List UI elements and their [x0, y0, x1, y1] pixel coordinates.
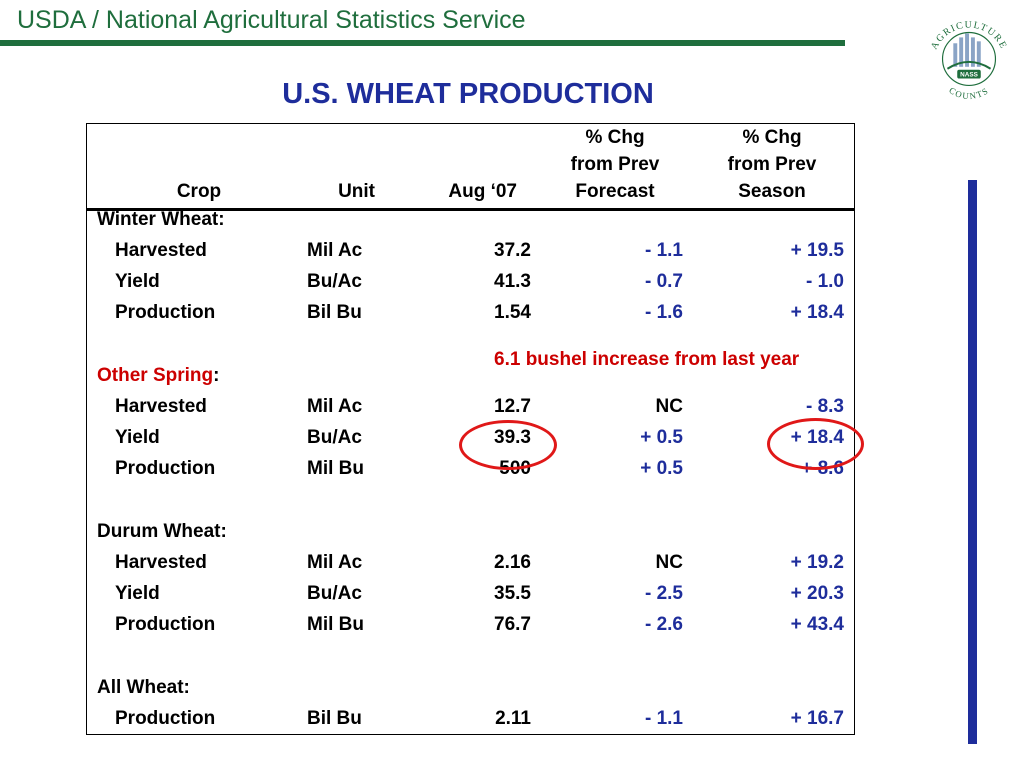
header-chg-forecast-line2: from Prev: [570, 154, 660, 175]
header-unit: Unit: [338, 181, 375, 202]
row-chg-season: + 20.3: [790, 583, 844, 604]
highlight-circle-season: [767, 418, 864, 470]
row-unit: Mil Bu: [307, 458, 364, 479]
header-chg-season-line2: from Prev: [727, 154, 817, 175]
row-chg-forecast: + 0.5: [640, 427, 683, 448]
row-unit: Mil Ac: [307, 396, 363, 417]
row-aug: 76.7: [494, 614, 531, 635]
row-aug: 2.16: [494, 552, 531, 573]
row-crop: Yield: [115, 427, 160, 448]
header-crop: Crop: [176, 181, 222, 202]
header-chg-season-line3: Season: [738, 181, 806, 202]
row-crop: Harvested: [115, 552, 207, 573]
row-chg-forecast: NC: [655, 552, 683, 573]
org-header: USDA / National Agricultural Statistics …: [17, 6, 526, 34]
logo-badge-text: NASS: [960, 72, 978, 79]
row-aug: 12.7: [494, 396, 531, 417]
row-chg-forecast: - 1.1: [644, 708, 683, 729]
header-rule: [0, 40, 845, 46]
section-label-other-spring-name: Other Spring: [97, 365, 214, 386]
row-crop: Yield: [115, 271, 160, 292]
row-unit: Bil Bu: [307, 708, 362, 729]
row-unit: Mil Bu: [307, 614, 364, 635]
wheat-production-table: Crop Unit Aug ‘07 % Chg from Prev Foreca…: [86, 123, 855, 735]
row-unit: Bu/Ac: [307, 427, 362, 448]
row-crop: Harvested: [115, 240, 207, 261]
nass-logo: AGRICULTURE NASS COUNTS: [929, 20, 1008, 101]
row-aug: 35.5: [494, 583, 531, 604]
section-label-other-spring: Other Spring:: [97, 365, 219, 387]
svg-text:COUNTS: COUNTS: [947, 85, 990, 101]
row-chg-season: + 16.7: [790, 708, 844, 729]
row-chg-forecast: - 0.7: [644, 271, 683, 292]
row-aug: 41.3: [494, 271, 531, 292]
row-unit: Bu/Ac: [307, 271, 362, 292]
row-chg-season: + 18.4: [790, 302, 844, 323]
row-aug: 37.2: [494, 240, 531, 261]
row-aug: 1.54: [494, 302, 531, 323]
row-unit: Bil Bu: [307, 302, 362, 323]
annotation-text: 6.1 bushel increase from last year: [494, 349, 800, 370]
row-crop: Production: [115, 302, 216, 323]
row-unit: Mil Ac: [307, 240, 363, 261]
row-unit: Mil Ac: [307, 552, 363, 573]
highlight-circle-yield: [459, 420, 557, 470]
row-crop: Harvested: [115, 396, 207, 417]
row-chg-forecast: - 1.6: [644, 302, 683, 323]
logo-bottom-text: COUNTS: [947, 85, 989, 101]
row-chg-season: + 43.4: [790, 614, 844, 635]
section-label-winter: Winter Wheat:: [97, 209, 225, 230]
header-chg-season: % Chg from Prev Season: [707, 124, 837, 205]
row-chg-forecast: - 2.5: [644, 583, 683, 604]
row-crop: Production: [115, 458, 216, 479]
row-aug: 2.11: [495, 708, 531, 729]
row-crop: Production: [115, 708, 216, 729]
row-chg-season: - 8.3: [805, 396, 844, 417]
section-label-all-wheat: All Wheat:: [97, 677, 190, 698]
row-chg-forecast: - 1.1: [644, 240, 683, 261]
row-crop: Yield: [115, 583, 160, 604]
header-chg-forecast-line1: % Chg: [585, 127, 645, 148]
section-label-durum: Durum Wheat:: [97, 521, 227, 542]
header-chg-forecast: % Chg from Prev Forecast: [550, 124, 680, 205]
row-chg-season: + 19.2: [790, 552, 844, 573]
table-header: Crop Unit Aug ‘07 % Chg from Prev Foreca…: [87, 124, 854, 211]
header-chg-season-line1: % Chg: [742, 127, 802, 148]
row-chg-forecast: NC: [655, 396, 683, 417]
row-unit: Bu/Ac: [307, 583, 362, 604]
row-chg-forecast: + 0.5: [640, 458, 683, 479]
row-chg-season: - 1.0: [805, 271, 844, 292]
row-chg-forecast: - 2.6: [644, 614, 683, 635]
header-aug: Aug ‘07: [448, 181, 517, 202]
row-chg-season: + 19.5: [790, 240, 844, 261]
header-chg-forecast-line3: Forecast: [575, 181, 655, 202]
slide-title: U.S. WHEAT PRODUCTION: [282, 78, 654, 110]
section-label-other-spring-colon: :: [213, 365, 220, 386]
row-crop: Production: [115, 614, 216, 635]
side-accent-bar: [968, 180, 977, 744]
